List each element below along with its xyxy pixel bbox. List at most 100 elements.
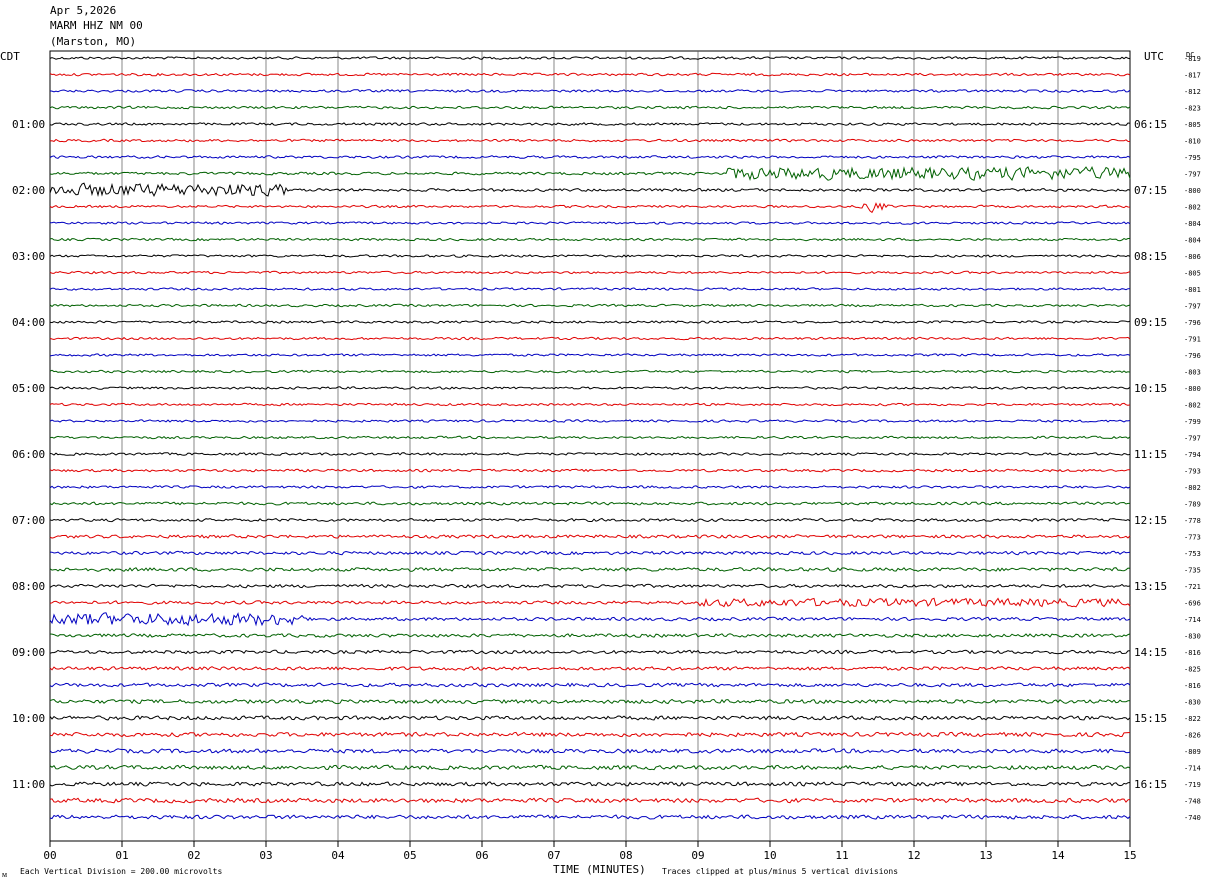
trace-38 — [49, 682, 1131, 688]
station-label: MARM HHZ NM 00 — [50, 19, 143, 32]
dc-axis-title: DC — [1186, 51, 1194, 59]
trace-33 — [49, 597, 1131, 608]
trace-7 — [49, 165, 1131, 182]
dc-offset-label: -773 — [1184, 534, 1201, 542]
trace-16 — [49, 320, 1131, 324]
trace-39 — [49, 698, 1131, 705]
x-axis-ticks: 00 01 02 03 04 05 06 07 08 09 10 11 12 13 14 15 — [43, 841, 1137, 862]
plot-frame — [49, 50, 1131, 842]
cdt-hour-label: 03:00 — [12, 250, 45, 263]
trace-15 — [49, 303, 1131, 308]
trace-10 — [50, 221, 1131, 225]
dc-offset-label: -809 — [1184, 748, 1201, 756]
date-label: Apr 5,2026 — [50, 4, 117, 17]
utc-axis-title: UTC — [1144, 50, 1164, 63]
dc-offset-label: -806 — [1184, 253, 1201, 261]
trace-24 — [49, 452, 1131, 456]
x-tick-label: 05 — [403, 849, 416, 862]
x-tick-label: 08 — [619, 849, 632, 862]
trace-14 — [49, 287, 1130, 291]
utc-hour-label: 06:15 — [1134, 118, 1167, 131]
trace-3 — [49, 105, 1131, 110]
cdt-hour-label: 07:00 — [12, 514, 45, 527]
trace-2 — [49, 89, 1131, 93]
dc-offset-label: -719 — [1184, 781, 1201, 789]
cdt-hour-label: 11:00 — [12, 778, 45, 791]
dc-offset-label: -797 — [1184, 171, 1201, 179]
x-tick-label: 13 — [979, 849, 992, 862]
trace-46 — [49, 814, 1131, 820]
x-tick-label: 09 — [691, 849, 704, 862]
trace-5 — [49, 138, 1131, 143]
x-tick-label: 01 — [115, 849, 128, 862]
dc-offset-label: -817 — [1184, 72, 1201, 80]
dc-offset-label: -810 — [1184, 138, 1201, 146]
utc-hour-label: 10:15 — [1134, 382, 1167, 395]
utc-hour-label: 15:15 — [1134, 712, 1167, 725]
dc-offset-label: -714 — [1184, 616, 1201, 624]
corner-mark: ᴍ — [2, 870, 7, 879]
dc-offset-label: -805 — [1184, 121, 1201, 129]
utc-hour-label: 13:15 — [1134, 580, 1167, 593]
utc-hour-label: 09:15 — [1134, 316, 1167, 329]
dc-offset-label: -721 — [1184, 583, 1201, 591]
dc-offset-label: -791 — [1184, 336, 1201, 344]
dc-offset-label: -778 — [1184, 517, 1201, 525]
dc-offset-label: -830 — [1184, 699, 1201, 707]
dc-offset-label: -830 — [1184, 633, 1201, 641]
trace-29 — [49, 534, 1131, 539]
dc-offset-label: -797 — [1184, 435, 1201, 443]
dc-offset-label: -799 — [1184, 418, 1201, 426]
trace-4 — [49, 122, 1131, 126]
cdt-hour-label: 09:00 — [12, 646, 45, 659]
dc-offset-labels: -819 -817 -812 -823 -805 -810 -795 -797 -800 -802… — [1184, 55, 1201, 822]
dc-offset-label: -796 — [1184, 352, 1201, 360]
trace-8 — [49, 182, 1131, 197]
dc-offset-label: -802 — [1184, 402, 1201, 410]
utc-hour-label: 16:15 — [1134, 778, 1167, 791]
trace-32 — [49, 583, 1131, 589]
dc-offset-label: -804 — [1184, 220, 1201, 228]
dc-offset-label: -816 — [1184, 649, 1201, 657]
trace-20 — [49, 386, 1131, 390]
dc-offset-label: -802 — [1184, 484, 1201, 492]
dc-offset-label: -804 — [1184, 237, 1201, 245]
dc-offset-label: -800 — [1184, 187, 1201, 195]
utc-hour-label: 08:15 — [1134, 250, 1167, 263]
dc-offset-label: -740 — [1184, 814, 1201, 822]
cdt-hour-label: 02:00 — [12, 184, 45, 197]
dc-offset-label: -802 — [1184, 204, 1201, 212]
trace-45 — [49, 797, 1131, 804]
dc-offset-label: -753 — [1184, 550, 1201, 558]
trace-12 — [49, 254, 1131, 258]
dc-offset-label: -805 — [1184, 270, 1201, 278]
dc-offset-label: -816 — [1184, 682, 1201, 690]
dc-offset-label: -800 — [1184, 385, 1201, 393]
dc-offset-label: -822 — [1184, 715, 1201, 723]
x-axis-label: TIME (MINUTES) — [553, 863, 646, 876]
x-tick-label: 00 — [43, 849, 56, 862]
dc-offset-label: -794 — [1184, 451, 1201, 459]
cdt-hour-label: 06:00 — [12, 448, 45, 461]
trace-42 — [49, 748, 1131, 754]
trace-0 — [49, 56, 1131, 60]
dc-offset-label: -735 — [1184, 567, 1201, 575]
trace-21 — [49, 402, 1131, 407]
dc-offset-label: -826 — [1184, 732, 1201, 740]
time-grid — [49, 50, 1131, 842]
x-tick-label: 15 — [1123, 849, 1136, 862]
dc-offset-label: -823 — [1184, 105, 1201, 113]
x-tick-label: 10 — [763, 849, 776, 862]
dc-offset-label: -748 — [1184, 798, 1201, 806]
trace-27 — [49, 501, 1130, 506]
x-tick-label: 06 — [475, 849, 488, 862]
cdt-hour-label: 08:00 — [12, 580, 45, 593]
x-tick-label: 02 — [187, 849, 200, 862]
trace-35 — [49, 633, 1131, 638]
trace-30 — [49, 550, 1131, 556]
cdt-hour-labels: 01:00 02:00 03:00 04:00 05:00 06:00 07:00 08:00… — [12, 118, 45, 791]
trace-23 — [49, 435, 1131, 440]
trace-13 — [49, 270, 1131, 275]
trace-19 — [49, 369, 1131, 374]
